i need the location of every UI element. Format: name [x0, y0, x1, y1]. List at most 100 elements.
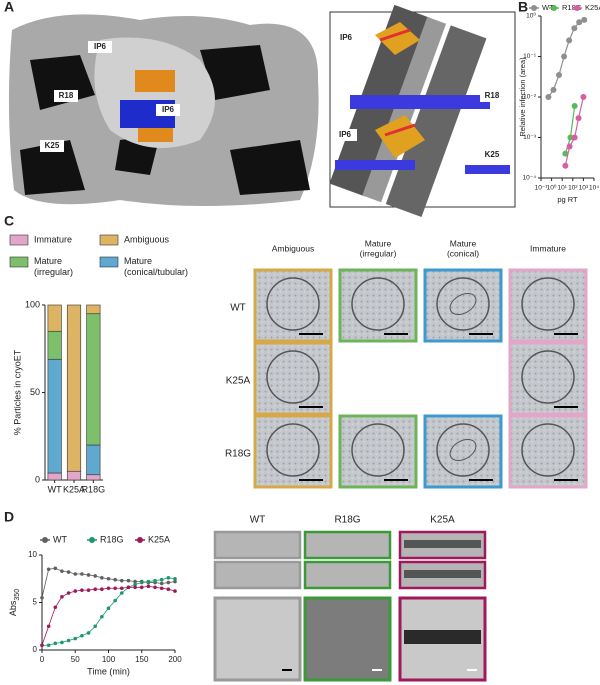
core: [449, 293, 477, 315]
legend-swatch: [99, 234, 119, 246]
legend-label: Ambiguous: [124, 234, 170, 244]
data-point: [166, 587, 171, 591]
x-tick-label: 0: [40, 655, 45, 664]
data-point: [93, 574, 97, 578]
y-axis-label-text: Relative infection (area): [518, 57, 527, 137]
legend-marker: [137, 537, 143, 543]
x-axis-label: pg RT: [557, 195, 578, 204]
bar-segment: [86, 474, 101, 481]
legend-label-line: Mature: [124, 256, 152, 266]
panel-label: C: [4, 213, 14, 229]
legend-label: Mature (conical/tubular): [124, 256, 188, 277]
data-point: [571, 134, 578, 141]
structure-label: IP6: [339, 130, 352, 139]
column-header: (irregular): [360, 248, 397, 258]
micrograph: [303, 596, 392, 682]
structure-label: K25: [485, 150, 500, 159]
x-tick-label: 10⁻¹: [535, 185, 549, 192]
y-tick-label: 10⁻⁴: [523, 175, 537, 182]
legend-label: WT: [53, 534, 67, 544]
data-point: [80, 633, 84, 638]
data-point: [575, 115, 582, 122]
label-box: [156, 104, 180, 116]
micrograph: [213, 596, 302, 682]
x-axis-label: Time (min): [87, 666, 130, 676]
y-tick-label: 10⁻¹: [523, 53, 537, 60]
y-axis-label: % Particles in cryoET: [12, 349, 22, 435]
bar-segment: [86, 304, 101, 315]
data-point: [73, 572, 78, 576]
data-point: [60, 640, 64, 645]
data-point: [66, 591, 71, 595]
column-header: K25A: [430, 515, 455, 526]
particle: [266, 423, 320, 477]
data-point: [581, 16, 588, 23]
data-point: [173, 576, 177, 581]
structure-label: IP6: [162, 105, 175, 114]
structure-label: K25: [45, 141, 60, 150]
legend-label: K25A: [148, 534, 170, 544]
data-point: [86, 573, 91, 577]
data-point: [40, 595, 44, 600]
data-point: [73, 589, 78, 593]
data-point: [80, 572, 84, 576]
data-point: [139, 585, 144, 590]
x-tick-label: 100: [102, 655, 116, 664]
column-header: (conical): [447, 248, 479, 258]
thumbnail: [303, 560, 392, 590]
data-point: [133, 579, 137, 584]
legend-label: WT: [542, 3, 554, 12]
data-point: [93, 624, 97, 629]
data-point: [576, 19, 583, 26]
bar-segment: [66, 304, 82, 472]
data-point: [86, 588, 91, 592]
data-point: [545, 94, 552, 100]
data-point: [53, 566, 58, 571]
x-tick-label: 150: [135, 655, 149, 664]
panel-label: D: [4, 509, 14, 525]
y-tick-label: 10: [28, 550, 37, 559]
x-tick-label: 10¹: [557, 185, 567, 192]
label-box: [480, 149, 504, 161]
data-point: [113, 586, 117, 591]
column-header: WT: [250, 515, 266, 526]
data-point: [106, 586, 111, 591]
data-point: [93, 587, 97, 591]
structure-label: R18: [485, 91, 500, 100]
particle: [351, 277, 405, 331]
data-point: [66, 638, 71, 643]
particle: [436, 423, 490, 477]
legend-label: R18G: [562, 3, 582, 12]
data-point: [566, 37, 573, 44]
structure-label: IP6: [94, 42, 107, 51]
data-point: [561, 53, 568, 60]
data-point: [556, 71, 563, 78]
x-tick-label: K25A: [63, 484, 85, 494]
data-point: [53, 605, 58, 610]
tube: [404, 630, 481, 644]
data-point: [53, 641, 58, 646]
y-axis-label: Relative infection (area): [518, 57, 527, 137]
y-axis-label-subscript: 350: [14, 589, 21, 601]
data-point: [550, 86, 557, 93]
column-header: Mature: [365, 238, 392, 248]
thumbnail: [213, 560, 302, 590]
label-box: [480, 90, 504, 102]
data-point: [133, 582, 137, 587]
data-point: [562, 162, 569, 169]
y-tick-label: 10⁻²: [523, 94, 537, 101]
legend-label: K25A: [585, 3, 600, 12]
thumbnail: [213, 530, 302, 560]
legend-label: Mature (irregular): [34, 256, 73, 277]
bar-segment: [86, 313, 101, 446]
data-point: [46, 643, 51, 648]
data-point: [73, 636, 78, 641]
inset-image: [329, 4, 516, 217]
y-tick-label: 5: [33, 598, 38, 607]
particle: [521, 277, 575, 331]
legend-label: Immature: [34, 234, 72, 244]
data-point: [100, 614, 104, 619]
data-point: [46, 567, 51, 572]
label-box: [334, 32, 358, 44]
